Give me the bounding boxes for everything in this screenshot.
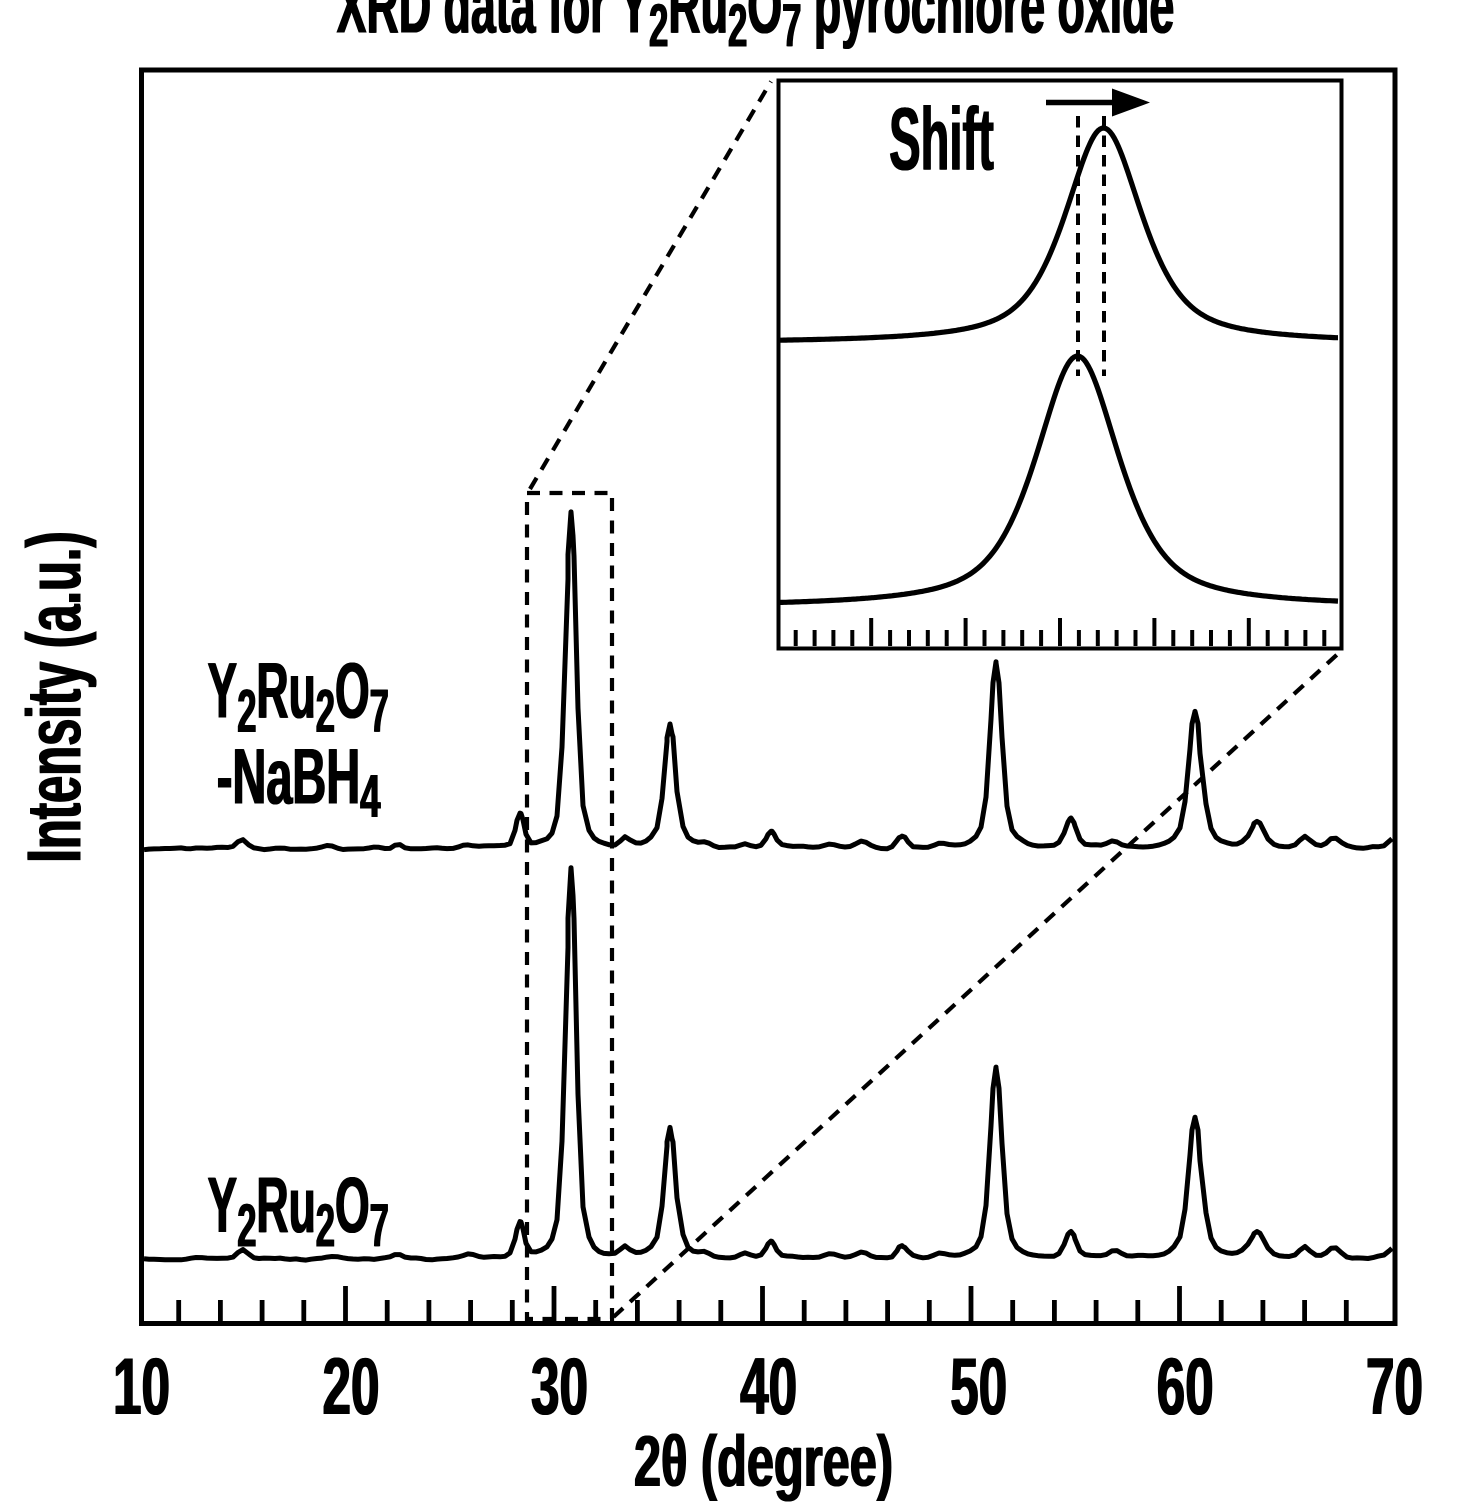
svg-text:30: 30 bbox=[530, 1342, 587, 1432]
svg-text:50: 50 bbox=[950, 1342, 1007, 1432]
svg-text:20: 20 bbox=[323, 1342, 380, 1432]
svg-text:-NaBH4: -NaBH4 bbox=[217, 732, 381, 830]
svg-text:Intensity (a.u.): Intensity (a.u.) bbox=[11, 531, 97, 862]
svg-text:40: 40 bbox=[741, 1342, 798, 1432]
svg-text:60: 60 bbox=[1157, 1342, 1214, 1432]
svg-text:30: 30 bbox=[531, 1342, 588, 1432]
svg-text:Y2Ru2O7: Y2Ru2O7 bbox=[208, 646, 389, 745]
svg-text:Y2Ru2O7: Y2Ru2O7 bbox=[208, 1161, 389, 1260]
svg-text:10: 10 bbox=[114, 1342, 171, 1432]
svg-text:30: 30 bbox=[532, 1342, 589, 1432]
svg-text:50: 50 bbox=[949, 1342, 1006, 1432]
svg-text:20: 20 bbox=[322, 1342, 379, 1432]
svg-text:70: 70 bbox=[1366, 1342, 1423, 1432]
svg-text:Intensity (a.u.): Intensity (a.u.) bbox=[11, 532, 97, 863]
svg-text:2θ (degree): 2θ (degree) bbox=[634, 1421, 893, 1502]
svg-text:2θ (degree): 2θ (degree) bbox=[635, 1421, 894, 1502]
svg-text:-NaBH4: -NaBH4 bbox=[217, 732, 381, 830]
svg-text:50: 50 bbox=[951, 1342, 1008, 1432]
svg-text:Shift: Shift bbox=[890, 91, 995, 190]
svg-text:70: 70 bbox=[1365, 1342, 1422, 1432]
svg-text:40: 40 bbox=[739, 1342, 796, 1432]
svg-text:60: 60 bbox=[1156, 1342, 1213, 1432]
svg-text:10: 10 bbox=[113, 1342, 170, 1432]
svg-text:Intensity (a.u.): Intensity (a.u.) bbox=[11, 531, 97, 862]
svg-text:20: 20 bbox=[322, 1342, 379, 1432]
svg-text:2θ (degree): 2θ (degree) bbox=[633, 1421, 892, 1502]
svg-text:Shift: Shift bbox=[888, 91, 993, 190]
svg-text:XRD data for Y2Ru2O7 pyrochlor: XRD data for Y2Ru2O7 pyrochlore oxide bbox=[336, 0, 1174, 60]
svg-text:70: 70 bbox=[1367, 1342, 1424, 1432]
svg-text:10: 10 bbox=[112, 1342, 169, 1432]
svg-text:Shift: Shift bbox=[889, 91, 994, 190]
svg-text:-NaBH4: -NaBH4 bbox=[216, 732, 380, 830]
svg-text:40: 40 bbox=[740, 1342, 797, 1432]
svg-text:60: 60 bbox=[1157, 1342, 1214, 1432]
